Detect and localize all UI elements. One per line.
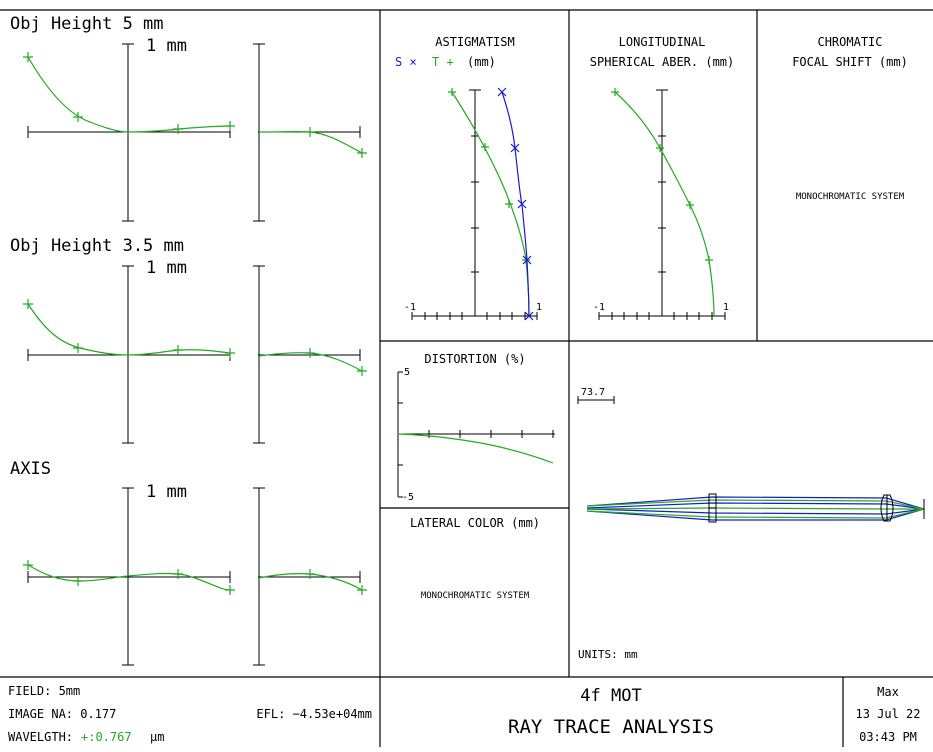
layout-rays [586, 496, 925, 521]
tangential-fan-curve-2 [27, 303, 231, 356]
layout-lens-1 [708, 493, 717, 523]
astigmatism-tick-min: -1 [404, 302, 416, 313]
ray-fan-scale-label-1: 1 mm [146, 36, 187, 56]
longitudinal-title-1: LONGITUDINAL [619, 35, 706, 49]
footer-field: FIELD: 5mm [8, 684, 80, 698]
astigmatism-tangential-curve [451, 91, 530, 317]
distortion-axes [397, 371, 555, 498]
sagittal-fan-2 [253, 265, 361, 444]
chromatic-title-1: CHROMATIC [817, 35, 882, 49]
distortion-curve [397, 433, 554, 464]
footer-time: 03:43 PM [859, 730, 917, 744]
astigmatism-title: ASTIGMATISM [435, 35, 514, 49]
longitudinal-title-2: SPHERICAL ABER. (mm) [590, 55, 735, 69]
chromatic-message: MONOCHROMATIC SYSTEM [796, 192, 905, 202]
longitudinal-tick-min: -1 [593, 302, 605, 313]
longitudinal-panel: LONGITUDINAL SPHERICAL ABER. (mm) -1 1 [590, 35, 735, 320]
astigmatism-legend-s: S × [395, 55, 417, 69]
footer-date: 13 Jul 22 [855, 707, 920, 721]
footer-wavelength-unit: μm [150, 730, 164, 744]
lateral-color-panel: LATERAL COLOR (mm) MONOCHROMATIC SYSTEM [410, 516, 540, 601]
ray-fan-scale-label-3: 1 mm [146, 482, 187, 502]
lateral-color-title: LATERAL COLOR (mm) [410, 516, 540, 530]
longitudinal-axes [598, 89, 726, 320]
layout-scale-label: 73.7 [581, 387, 605, 398]
chromatic-panel: CHROMATIC FOCAL SHIFT (mm) MONOCHROMATIC… [792, 35, 908, 202]
astigmatism-axes [411, 89, 538, 320]
field-title-3: AXIS [10, 459, 51, 479]
chromatic-title-2: FOCAL SHIFT (mm) [792, 55, 908, 69]
footer-efl: EFL: −4.53e+04mm [256, 707, 372, 721]
sagittal-fan-3 [253, 487, 361, 666]
astigmatism-tick-max: 1 [536, 302, 542, 313]
layout-lens-2 [880, 494, 894, 522]
tangential-fan-curve-1 [27, 56, 231, 133]
footer-image-na: IMAGE NA: 0.177 [8, 707, 116, 721]
footer-wavelength-value: +:0.767 [81, 730, 132, 744]
longitudinal-tick-max: 1 [723, 302, 729, 313]
footer-wavelength-label: WAVELGTH: [8, 730, 73, 744]
footer: FIELD: 5mm IMAGE NA: 0.177 EFL: −4.53e+0… [8, 684, 921, 744]
astigmatism-sagittal-curve [501, 91, 530, 317]
footer-title-2: RAY TRACE ANALYSIS [508, 716, 714, 738]
tangential-fan-curve-3 [27, 564, 231, 591]
distortion-panel: DISTORTION (%) 5 -5 [397, 352, 555, 503]
astigmatism-legend-unit: (mm) [467, 55, 496, 69]
lateral-color-message: MONOCHROMATIC SYSTEM [421, 591, 530, 601]
longitudinal-curve [614, 91, 715, 317]
astigmatism-panel: ASTIGMATISM S × T + (mm) -1 1 [395, 35, 542, 321]
layout-scale-bar [577, 396, 615, 404]
ray-fan-panel: Obj Height 5 mm 1 mm Obj Height 3.5 mm 1… [10, 14, 367, 666]
footer-title-1: 4f MOT [580, 686, 641, 706]
astigmatism-legend-t: T + [432, 55, 454, 69]
distortion-tick-min: -5 [402, 492, 414, 503]
tangential-fan-markers-1 [23, 52, 235, 134]
layout-units: UNITS: mm [578, 648, 638, 661]
panel-borders [0, 9, 933, 747]
footer-user: Max [877, 685, 899, 699]
layout-view-panel: 73.7 UNITS: mm [577, 387, 925, 661]
field-title-1: Obj Height 5 mm [10, 14, 164, 34]
distortion-title: DISTORTION (%) [424, 352, 525, 366]
field-title-2: Obj Height 3.5 mm [10, 236, 184, 256]
ray-fan-scale-label-2: 1 mm [146, 258, 187, 278]
distortion-tick-max: 5 [404, 367, 410, 378]
